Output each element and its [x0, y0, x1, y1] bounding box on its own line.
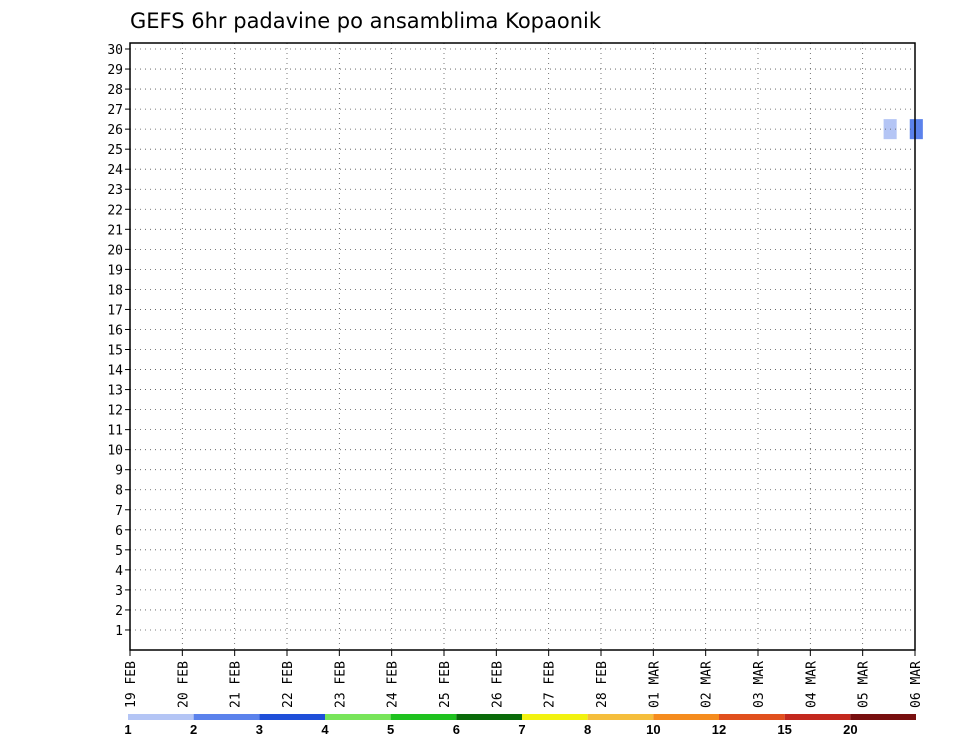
y-tick-label: 20: [107, 243, 123, 258]
colorbar-swatch: [128, 714, 194, 720]
y-tick-label: 29: [107, 63, 123, 78]
colorbar-swatch: [719, 714, 785, 720]
y-tick-label: 8: [115, 484, 123, 499]
y-tick-label: 6: [115, 524, 123, 539]
colorbar-label: 4: [321, 722, 329, 737]
colorbar-swatch: [653, 714, 719, 720]
x-tick-label: 19 FEB: [124, 661, 139, 708]
colorbar-swatch: [850, 714, 916, 720]
colorbar-swatch: [325, 714, 391, 720]
colorbar-label: 5: [387, 722, 394, 737]
colorbar-label: 2: [190, 722, 197, 737]
y-tick-label: 19: [107, 263, 123, 278]
x-tick-label: 22 FEB: [281, 661, 296, 708]
plot-frame: [129, 42, 916, 651]
y-tick-label: 22: [107, 203, 123, 218]
y-tick-label: 17: [107, 303, 123, 318]
x-tick-label: 03 MAR: [752, 661, 767, 708]
y-tick-label: 9: [115, 464, 123, 479]
colorbar-label: 15: [777, 722, 791, 737]
y-tick-label: 2: [115, 604, 123, 619]
colorbar-swatch: [456, 714, 522, 720]
x-tick-label: 05 MAR: [857, 661, 872, 708]
y-tick-label: 3: [115, 584, 123, 599]
y-tick-label: 27: [107, 103, 123, 118]
x-tick-label: 25 FEB: [438, 661, 453, 708]
colorbar-label: 7: [518, 722, 525, 737]
chart-title: GEFS 6hr padavine po ansamblima Kopaonik: [130, 9, 602, 33]
x-tick-label: 04 MAR: [804, 661, 819, 708]
y-tick-label: 7: [115, 504, 123, 519]
y-tick-label: 14: [107, 364, 123, 379]
colorbar: 1 2 3 4 5 6 7 8 10 12 15 20: [124, 714, 916, 737]
colorbar-label: 1: [124, 722, 131, 737]
colorbar-label: 8: [584, 722, 591, 737]
y-tick-label: 21: [107, 223, 123, 238]
colorbar-label: 3: [256, 722, 263, 737]
colorbar-label: 12: [712, 722, 726, 737]
y-tick-label: 30: [107, 43, 123, 58]
y-tick-label: 28: [107, 83, 123, 98]
x-tick-label: 24 FEB: [386, 661, 401, 708]
x-tick-label: 02 MAR: [700, 661, 715, 708]
colorbar-swatch: [193, 714, 260, 720]
y-tick-label: 26: [107, 123, 123, 138]
colorbar-label: 10: [646, 722, 660, 737]
colorbar-swatch: [522, 714, 588, 720]
colorbar-swatch: [587, 714, 654, 720]
y-axis: 1234567891011121314151617181920212223242…: [107, 43, 130, 639]
x-tick-label: 27 FEB: [543, 661, 558, 708]
y-tick-label: 18: [107, 283, 123, 298]
y-tick-label: 11: [107, 424, 123, 439]
y-tick-label: 16: [107, 323, 123, 338]
x-axis: 19 FEB 20 FEB 21 FEB 22 FEB 23 FEB 24 FEB 25 F…: [124, 650, 924, 708]
y-tick-label: 24: [107, 163, 123, 178]
y-tick-label: 13: [107, 384, 123, 399]
x-tick-label: 06 MAR: [909, 661, 924, 708]
y-tick-label: 12: [107, 404, 123, 419]
x-tick-label: 28 FEB: [595, 661, 610, 708]
x-tick-label: 23 FEB: [333, 661, 348, 708]
y-tick-label: 15: [107, 344, 123, 359]
y-tick-label: 5: [115, 544, 123, 559]
y-tick-label: 4: [115, 564, 123, 579]
x-tick-label: 01 MAR: [647, 661, 662, 708]
y-tick-label: 25: [107, 143, 123, 158]
colorbar-label: 20: [843, 722, 857, 737]
x-tick-label: 20 FEB: [176, 661, 191, 708]
colorbar-label: 6: [453, 722, 460, 737]
grid-lines: [130, 43, 915, 650]
y-tick-label: 1: [115, 624, 123, 639]
x-tick-label: 21 FEB: [229, 661, 244, 708]
y-tick-label: 23: [107, 183, 123, 198]
y-tick-label: 10: [107, 444, 123, 459]
colorbar-swatch: [784, 714, 851, 720]
x-tick-label: 26 FEB: [490, 661, 505, 708]
colorbar-swatch: [259, 714, 325, 720]
colorbar-swatch: [390, 714, 457, 720]
data-cell: [909, 119, 923, 140]
